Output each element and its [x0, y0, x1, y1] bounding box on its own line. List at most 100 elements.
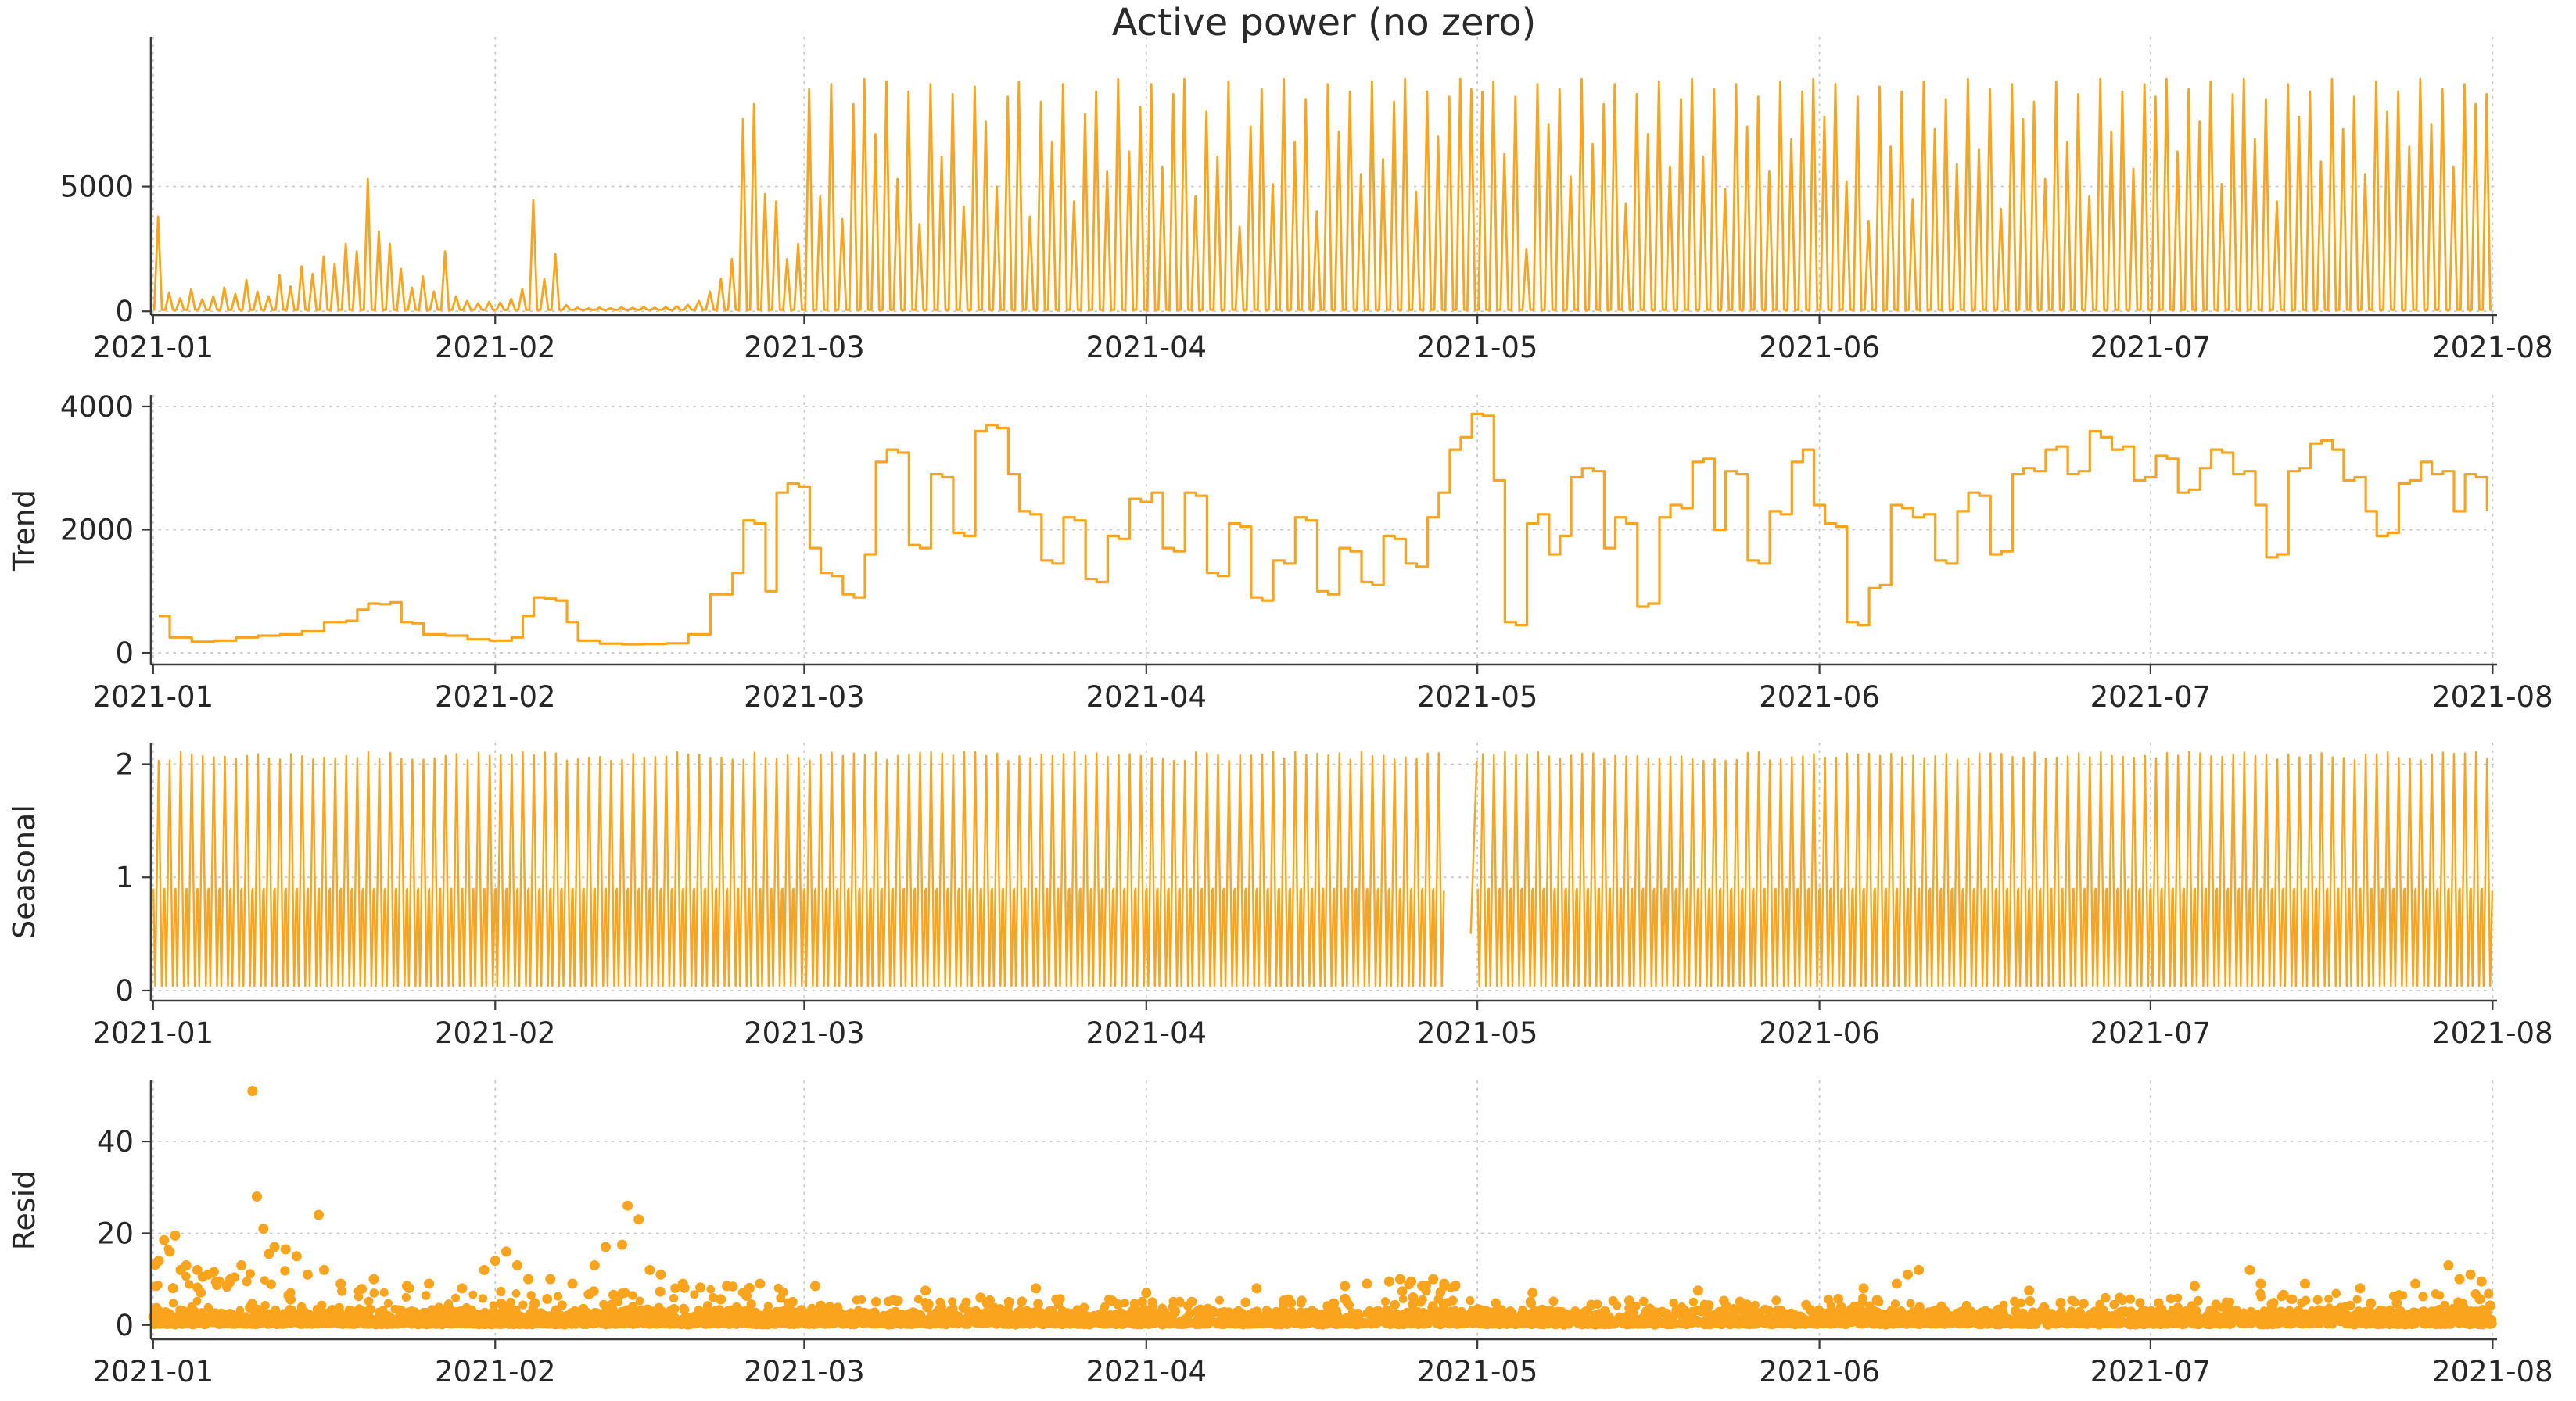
resid-point [493, 1315, 504, 1327]
resid-outlier-point [1858, 1283, 1869, 1294]
resid-point [2287, 1294, 2298, 1304]
resid-point [601, 1318, 612, 1329]
resid-point [1329, 1298, 1340, 1309]
resid-point [870, 1296, 881, 1307]
resid-point [1100, 1318, 1110, 1329]
resid-point [1906, 1299, 1915, 1308]
resid-outlier-point [617, 1239, 627, 1250]
resid-point [318, 1319, 327, 1328]
resid-point [351, 1318, 361, 1328]
y-tick-label: 2000 [60, 514, 134, 547]
resid-outlier-point [1428, 1274, 1439, 1285]
resid-point [1297, 1299, 1306, 1308]
resid-point [1424, 1319, 1433, 1328]
resid-point [2301, 1295, 2311, 1305]
resid-point [1431, 1306, 1442, 1317]
resid-point [2173, 1293, 2183, 1302]
resid-point [468, 1290, 478, 1299]
resid-outlier-point [319, 1264, 329, 1275]
resid-point [2345, 1300, 2355, 1310]
resid-point [1113, 1299, 1124, 1310]
resid-point [485, 1318, 495, 1328]
resid-point [2391, 1293, 2402, 1303]
resid-point [447, 1306, 457, 1316]
y-tick-label: 0 [115, 974, 134, 1008]
resid-outlier-point [159, 1234, 170, 1245]
resid-outlier-point [2189, 1281, 2200, 1292]
resid-outlier-point [401, 1281, 412, 1292]
resid-point [2213, 1318, 2224, 1328]
x-tick-label: 2021-07 [2090, 680, 2212, 714]
resid-point [1631, 1301, 1641, 1311]
resid-point [337, 1286, 347, 1296]
resid-point [196, 1288, 206, 1298]
y-tick-label: 1 [115, 861, 134, 894]
resid-point [847, 1310, 858, 1320]
resid-point [1110, 1310, 1120, 1319]
x-tick-label: 2021-04 [1086, 1016, 1207, 1050]
resid-point [2183, 1317, 2192, 1327]
resid-point [744, 1282, 755, 1293]
resid-point [1606, 1318, 1617, 1328]
resid-outlier-point [589, 1260, 600, 1270]
resid-point [1593, 1299, 1602, 1309]
resid-point [569, 1308, 579, 1318]
resid-point [317, 1300, 327, 1310]
resid-point [772, 1306, 781, 1317]
x-tick-label: 2021-06 [1759, 1016, 1880, 1050]
resid-point [2312, 1295, 2323, 1305]
y-axis-label: Seasonal [7, 804, 41, 939]
resid-point [695, 1282, 705, 1293]
resid-outlier-point [479, 1264, 490, 1275]
resid-point [439, 1317, 449, 1328]
resid-outlier-point [264, 1249, 274, 1259]
resid-outlier-point [2454, 1274, 2465, 1285]
x-tick-label: 2021-03 [744, 680, 865, 714]
resid-point [2125, 1294, 2136, 1304]
resid-point [834, 1313, 844, 1322]
resid-point [414, 1317, 423, 1327]
x-tick-label: 2021-02 [435, 331, 556, 364]
resid-outlier-point [1383, 1276, 1394, 1287]
resid-outlier-point [1450, 1281, 1461, 1292]
resid-point [902, 1319, 911, 1328]
resid-point [527, 1318, 536, 1328]
resid-point [1996, 1306, 2006, 1316]
resid-point [628, 1291, 637, 1300]
resid-point [2115, 1292, 2125, 1303]
resid-point [1703, 1300, 1714, 1310]
resid-outlier-point [1692, 1285, 1703, 1296]
resid-point [542, 1294, 553, 1304]
resid-scatter-points [148, 1086, 2497, 1330]
resid-point [2440, 1300, 2449, 1310]
resid-point [189, 1306, 200, 1317]
resid-point [1390, 1310, 1401, 1320]
resid-point [1696, 1306, 1706, 1317]
resid-point [401, 1292, 411, 1302]
resid-point [1365, 1309, 1375, 1319]
resid-point [1663, 1315, 1674, 1325]
resid-point [1344, 1300, 1354, 1310]
resid-point [1652, 1316, 1663, 1327]
resid-outlier-point [457, 1283, 468, 1294]
resid-point [2366, 1298, 2377, 1309]
gridlines [151, 395, 2497, 665]
chart-title: Active power (no zero) [1111, 1, 1537, 45]
resid-point [369, 1288, 379, 1298]
resid-point [1286, 1298, 1297, 1308]
x-tick-label: 2021-02 [435, 1016, 556, 1050]
resid-point [2331, 1288, 2341, 1299]
resid-point [1053, 1316, 1064, 1326]
resid-outlier-point [153, 1256, 164, 1267]
resid-point [354, 1304, 364, 1313]
resid-point [2256, 1292, 2266, 1302]
resid-point [2101, 1292, 2111, 1303]
resid-point [824, 1302, 835, 1312]
resid-point [242, 1277, 252, 1287]
x-tick-label: 2021-07 [2090, 1355, 2212, 1388]
resid-point [1380, 1297, 1390, 1306]
resid-point [2211, 1303, 2220, 1312]
x-tick-label: 2021-05 [1417, 1016, 1538, 1050]
resid-point [1165, 1319, 1175, 1328]
